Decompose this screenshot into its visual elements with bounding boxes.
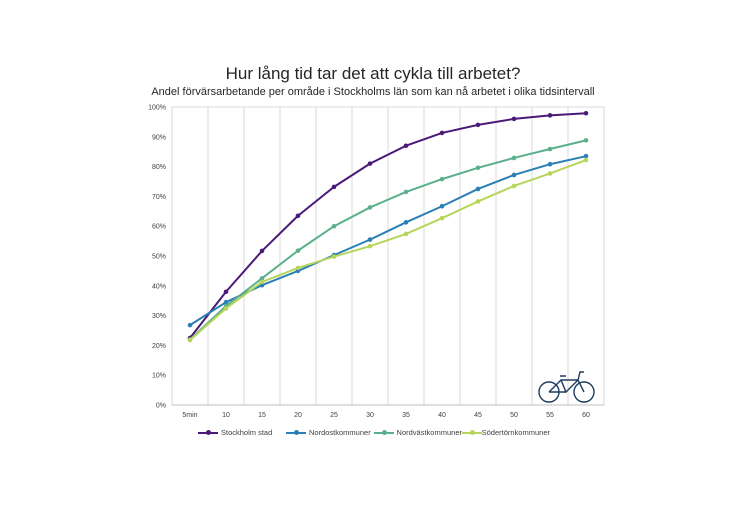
x-tick-label: 15 bbox=[258, 412, 266, 419]
x-tick-label: 60 bbox=[582, 412, 590, 419]
data-point bbox=[259, 248, 265, 254]
series-3 bbox=[187, 157, 589, 343]
series-0 bbox=[187, 110, 589, 341]
data-point bbox=[367, 161, 373, 166]
data-point bbox=[367, 205, 373, 210]
data-point bbox=[331, 223, 337, 229]
data-point bbox=[295, 265, 301, 271]
data-point bbox=[331, 184, 337, 190]
chart-subtitle: Andel förvärsarbetande per område i Stoc… bbox=[151, 86, 595, 98]
x-axis-ticks: 5min 10 15 20 25 30 35 40 45 50 55 60 bbox=[182, 412, 590, 419]
data-point bbox=[475, 122, 481, 128]
data-point bbox=[511, 116, 517, 122]
x-tick-label: 25 bbox=[330, 412, 338, 419]
data-point bbox=[511, 155, 517, 161]
x-tick-label: 20 bbox=[294, 412, 302, 419]
data-point bbox=[511, 183, 517, 189]
data-point bbox=[223, 289, 229, 295]
data-point bbox=[475, 165, 481, 171]
y-tick-label: 10% bbox=[152, 373, 166, 380]
bicycle-icon bbox=[538, 371, 595, 403]
data-point bbox=[511, 172, 517, 178]
data-point bbox=[583, 110, 589, 116]
series-line bbox=[189, 159, 587, 341]
y-tick-label: 100% bbox=[148, 105, 166, 112]
data-point bbox=[367, 237, 373, 242]
series-line bbox=[189, 139, 587, 341]
data-point bbox=[475, 186, 481, 192]
data-point bbox=[439, 215, 445, 221]
legend-label: Nordostkommuner bbox=[309, 428, 371, 437]
y-tick-label: 0% bbox=[156, 403, 166, 410]
data-point bbox=[439, 176, 445, 182]
data-point bbox=[439, 130, 445, 136]
x-tick-label: 55 bbox=[546, 412, 554, 419]
legend-swatch bbox=[198, 429, 218, 437]
legend-item: Södertörnkommuner bbox=[462, 428, 550, 437]
data-point bbox=[259, 282, 265, 288]
y-tick-label: 70% bbox=[152, 194, 166, 201]
legend-swatch bbox=[462, 429, 482, 437]
data-point bbox=[403, 220, 409, 225]
series-line bbox=[189, 155, 587, 326]
x-tick-label: 45 bbox=[474, 412, 482, 419]
grid bbox=[171, 106, 605, 406]
data-point bbox=[187, 337, 193, 343]
legend-label: Södertörnkommuner bbox=[481, 428, 550, 437]
x-tick-label: 35 bbox=[402, 412, 410, 419]
data-point bbox=[403, 189, 409, 195]
legend-label: Nordvästkommuner bbox=[396, 428, 462, 437]
x-tick-label: 40 bbox=[438, 412, 446, 419]
data-point bbox=[583, 157, 589, 163]
x-tick-label: 10 bbox=[222, 412, 230, 419]
legend-item: Stockholm stad bbox=[198, 428, 286, 437]
legend-item: Nordostkommuner bbox=[286, 428, 374, 437]
data-point bbox=[223, 306, 229, 311]
data-point bbox=[295, 248, 301, 253]
x-tick-label: 50 bbox=[510, 412, 518, 419]
series-line bbox=[189, 112, 587, 339]
y-tick-label: 50% bbox=[152, 254, 166, 261]
data-point bbox=[583, 138, 589, 143]
legend-item: Nordvästkommuner bbox=[374, 428, 462, 437]
y-tick-label: 80% bbox=[152, 164, 166, 171]
data-point bbox=[475, 199, 481, 204]
legend-swatch bbox=[374, 429, 394, 437]
data-point bbox=[439, 203, 445, 209]
chart-title: Hur lång tid tar det att cykla till arbe… bbox=[225, 64, 521, 83]
data-point bbox=[295, 213, 301, 219]
y-axis-ticks: 0% 10% 20% 30% 40% 50% 60% 70% 80% 90% 100% bbox=[148, 105, 166, 410]
data-point bbox=[547, 113, 553, 118]
data-point bbox=[583, 153, 589, 159]
chart-legend: Stockholm stad Nordostkommuner Nordvästkom… bbox=[198, 428, 550, 437]
legend-swatch bbox=[286, 429, 306, 437]
x-tick-label: 5min bbox=[182, 412, 197, 419]
data-point bbox=[187, 322, 193, 328]
data-point bbox=[259, 279, 265, 285]
data-point bbox=[403, 143, 409, 149]
x-tick-label: 30 bbox=[366, 412, 374, 419]
series-lines bbox=[187, 110, 589, 343]
data-point bbox=[403, 231, 409, 237]
data-point bbox=[547, 161, 553, 167]
data-point bbox=[259, 276, 265, 281]
legend-label: Stockholm stad bbox=[221, 428, 273, 437]
y-tick-label: 40% bbox=[152, 283, 166, 290]
data-point bbox=[331, 254, 337, 259]
y-tick-label: 60% bbox=[152, 224, 166, 231]
data-point bbox=[223, 299, 229, 305]
data-point bbox=[367, 243, 373, 249]
data-point bbox=[547, 146, 553, 152]
y-tick-label: 30% bbox=[152, 313, 166, 320]
y-tick-label: 20% bbox=[152, 343, 166, 350]
data-point bbox=[547, 171, 553, 176]
y-tick-label: 90% bbox=[152, 134, 166, 141]
